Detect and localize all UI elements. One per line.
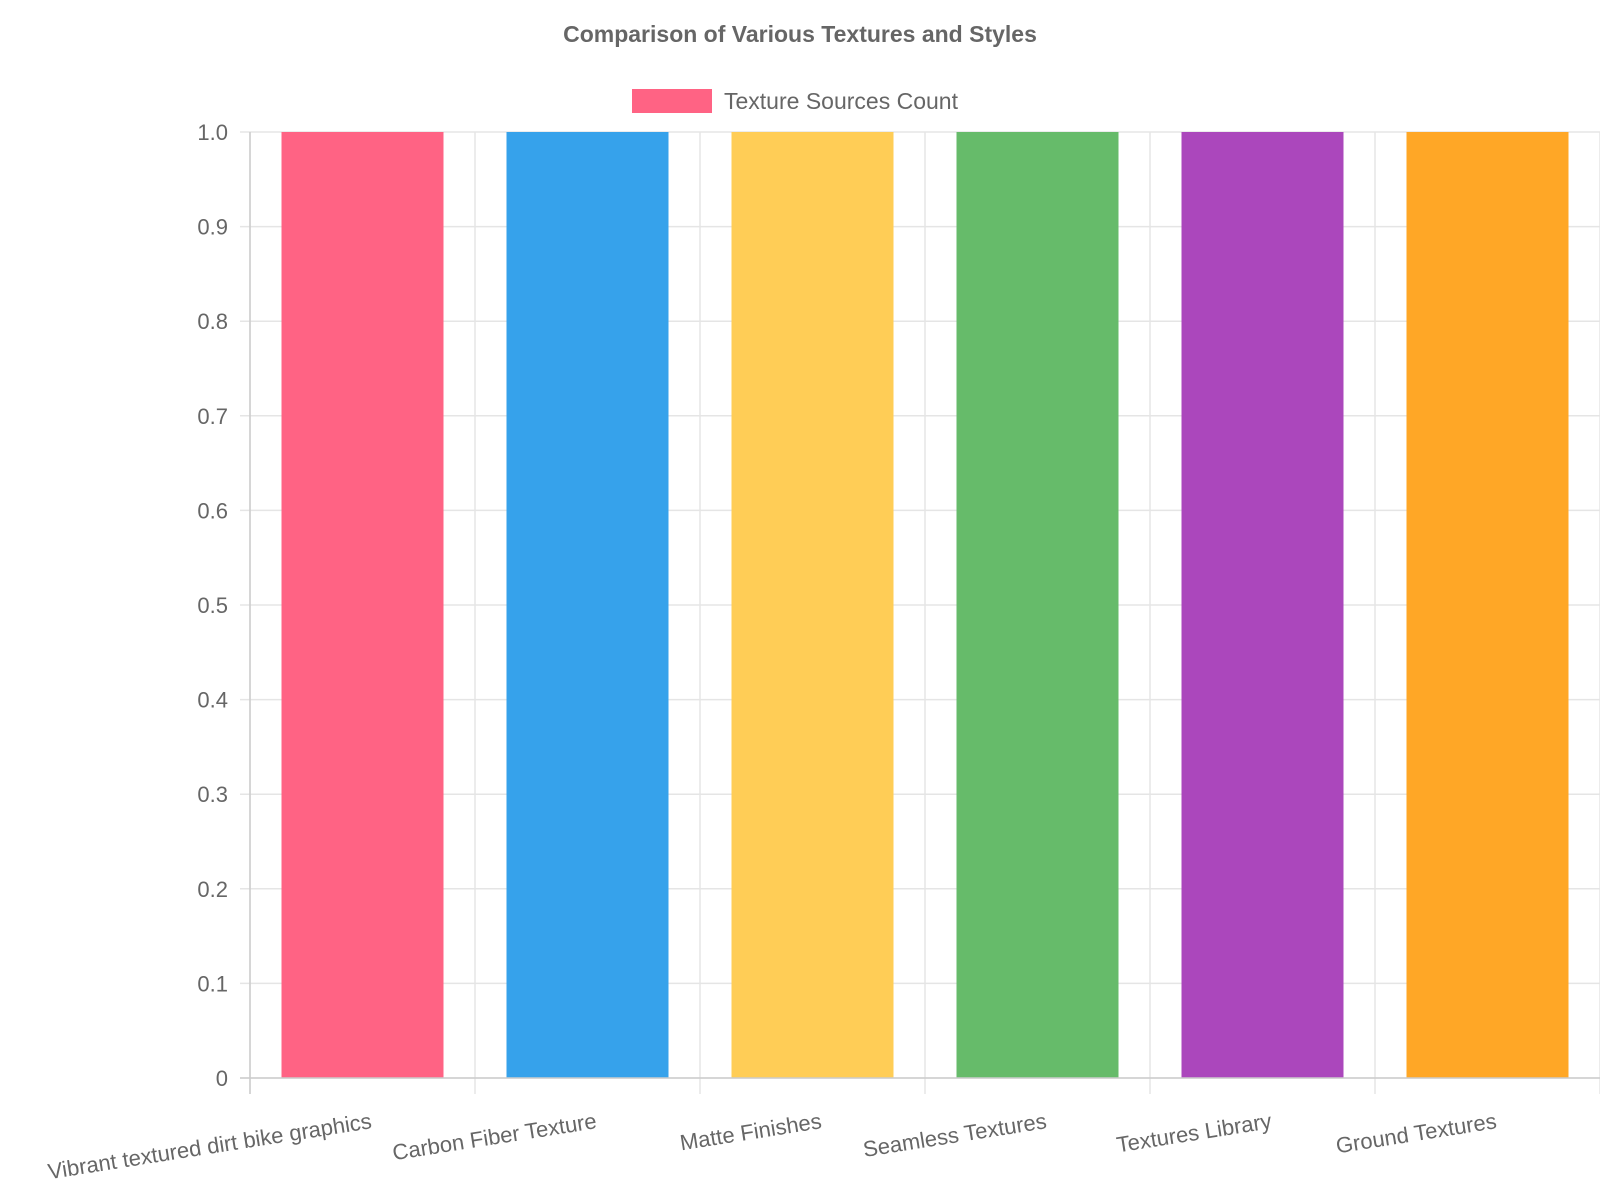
chart-title: Comparison of Various Textures and Style… [563, 21, 1037, 47]
y-tick-label: 0.3 [197, 782, 228, 807]
legend-label: Texture Sources Count [724, 88, 959, 114]
legend[interactable]: Texture Sources Count [632, 88, 959, 114]
grid [240, 131, 1600, 1094]
y-tick-label: 0.5 [197, 593, 228, 618]
y-tick-label: 0.9 [197, 215, 228, 240]
y-tick-label: 1.0 [197, 120, 228, 145]
x-tick-label: Ground Textures [1334, 1108, 1498, 1158]
bar[interactable] [956, 132, 1119, 1078]
y-tick-label: 0.8 [197, 309, 228, 334]
y-tick-label: 0.2 [197, 877, 228, 902]
bars [281, 132, 1569, 1078]
x-tick-label: Carbon Fiber Texture [391, 1108, 599, 1165]
y-tick-label: 0.7 [197, 404, 228, 429]
bar[interactable] [731, 132, 894, 1078]
y-tick-label: 0 [216, 1066, 228, 1091]
x-tick-label: Textures Library [1115, 1108, 1273, 1157]
x-tick-label: Vibrant textured dirt bike graphics [46, 1108, 373, 1184]
y-tick-label: 0.1 [197, 971, 228, 996]
y-tick-label: 0.4 [197, 688, 228, 713]
bar[interactable] [281, 132, 444, 1078]
bar[interactable] [1181, 132, 1344, 1078]
y-axis-ticks: 0 0.1 0.2 0.3 0.4 0.5 0.6 0.7 0.8 0.9 1.0 [197, 120, 228, 1091]
bar[interactable] [506, 132, 669, 1078]
axes [240, 132, 1600, 1094]
bar[interactable] [1406, 132, 1569, 1078]
x-axis-ticks: Vibrant textured dirt bike graphics Carbo… [46, 1108, 1498, 1184]
legend-swatch [632, 89, 712, 113]
x-tick-label: Matte Finishes [678, 1108, 823, 1155]
x-tick-label: Seamless Textures [861, 1108, 1048, 1162]
y-tick-label: 0.6 [197, 498, 228, 523]
